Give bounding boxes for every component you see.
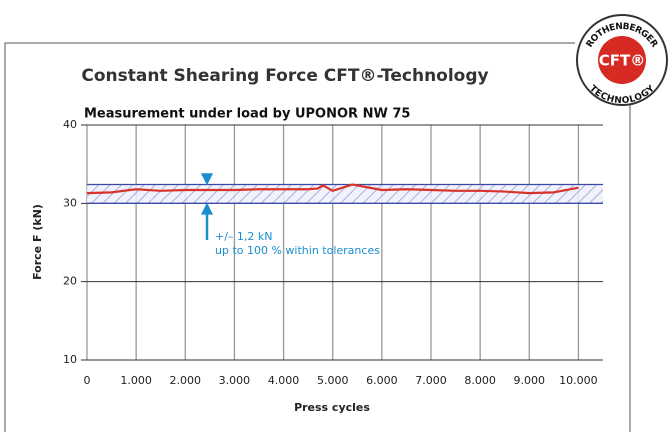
x-tick-label: 2.000 (170, 374, 202, 387)
x-tick-label: 8.000 (464, 374, 496, 387)
chart-subtitle: Measurement under load by UPONOR NW 75 (84, 107, 410, 122)
chart-title: Constant Shearing Force CFT®-Technology (81, 66, 488, 86)
logo-center (598, 36, 646, 84)
x-tick-label: 10.000 (559, 374, 598, 387)
x-tick-label: 3.000 (219, 374, 251, 387)
x-tick-label: 5.000 (317, 374, 349, 387)
x-tick-label: 7.000 (415, 374, 447, 387)
x-tick-label: 4.000 (268, 374, 300, 387)
x-tick-label: 0 (84, 374, 91, 387)
arrow-down (200, 173, 214, 186)
logo-center-text: CFT® (599, 52, 646, 70)
annotation: up to 100 % within tolerances (215, 244, 380, 257)
y-axis-label: Force F (kN) (31, 204, 44, 280)
data-line (86, 183, 579, 195)
annotation: +/– 1,2 kN (215, 230, 273, 243)
y-tick-label: 30 (63, 196, 77, 209)
arrow-up (200, 202, 214, 240)
x-tick-label: 9.000 (514, 374, 546, 387)
x-tick-label: 1.000 (120, 374, 152, 387)
y-tick-label: 10 (63, 353, 77, 366)
y-tick-label: 40 (63, 118, 77, 131)
y-tick-label: 20 (63, 275, 77, 288)
x-axis-label: Press cycles (294, 401, 370, 414)
x-tick-label: 6.000 (366, 374, 398, 387)
logo: ROTHENBERGER TECHNOLOGY CFT® (576, 14, 668, 106)
